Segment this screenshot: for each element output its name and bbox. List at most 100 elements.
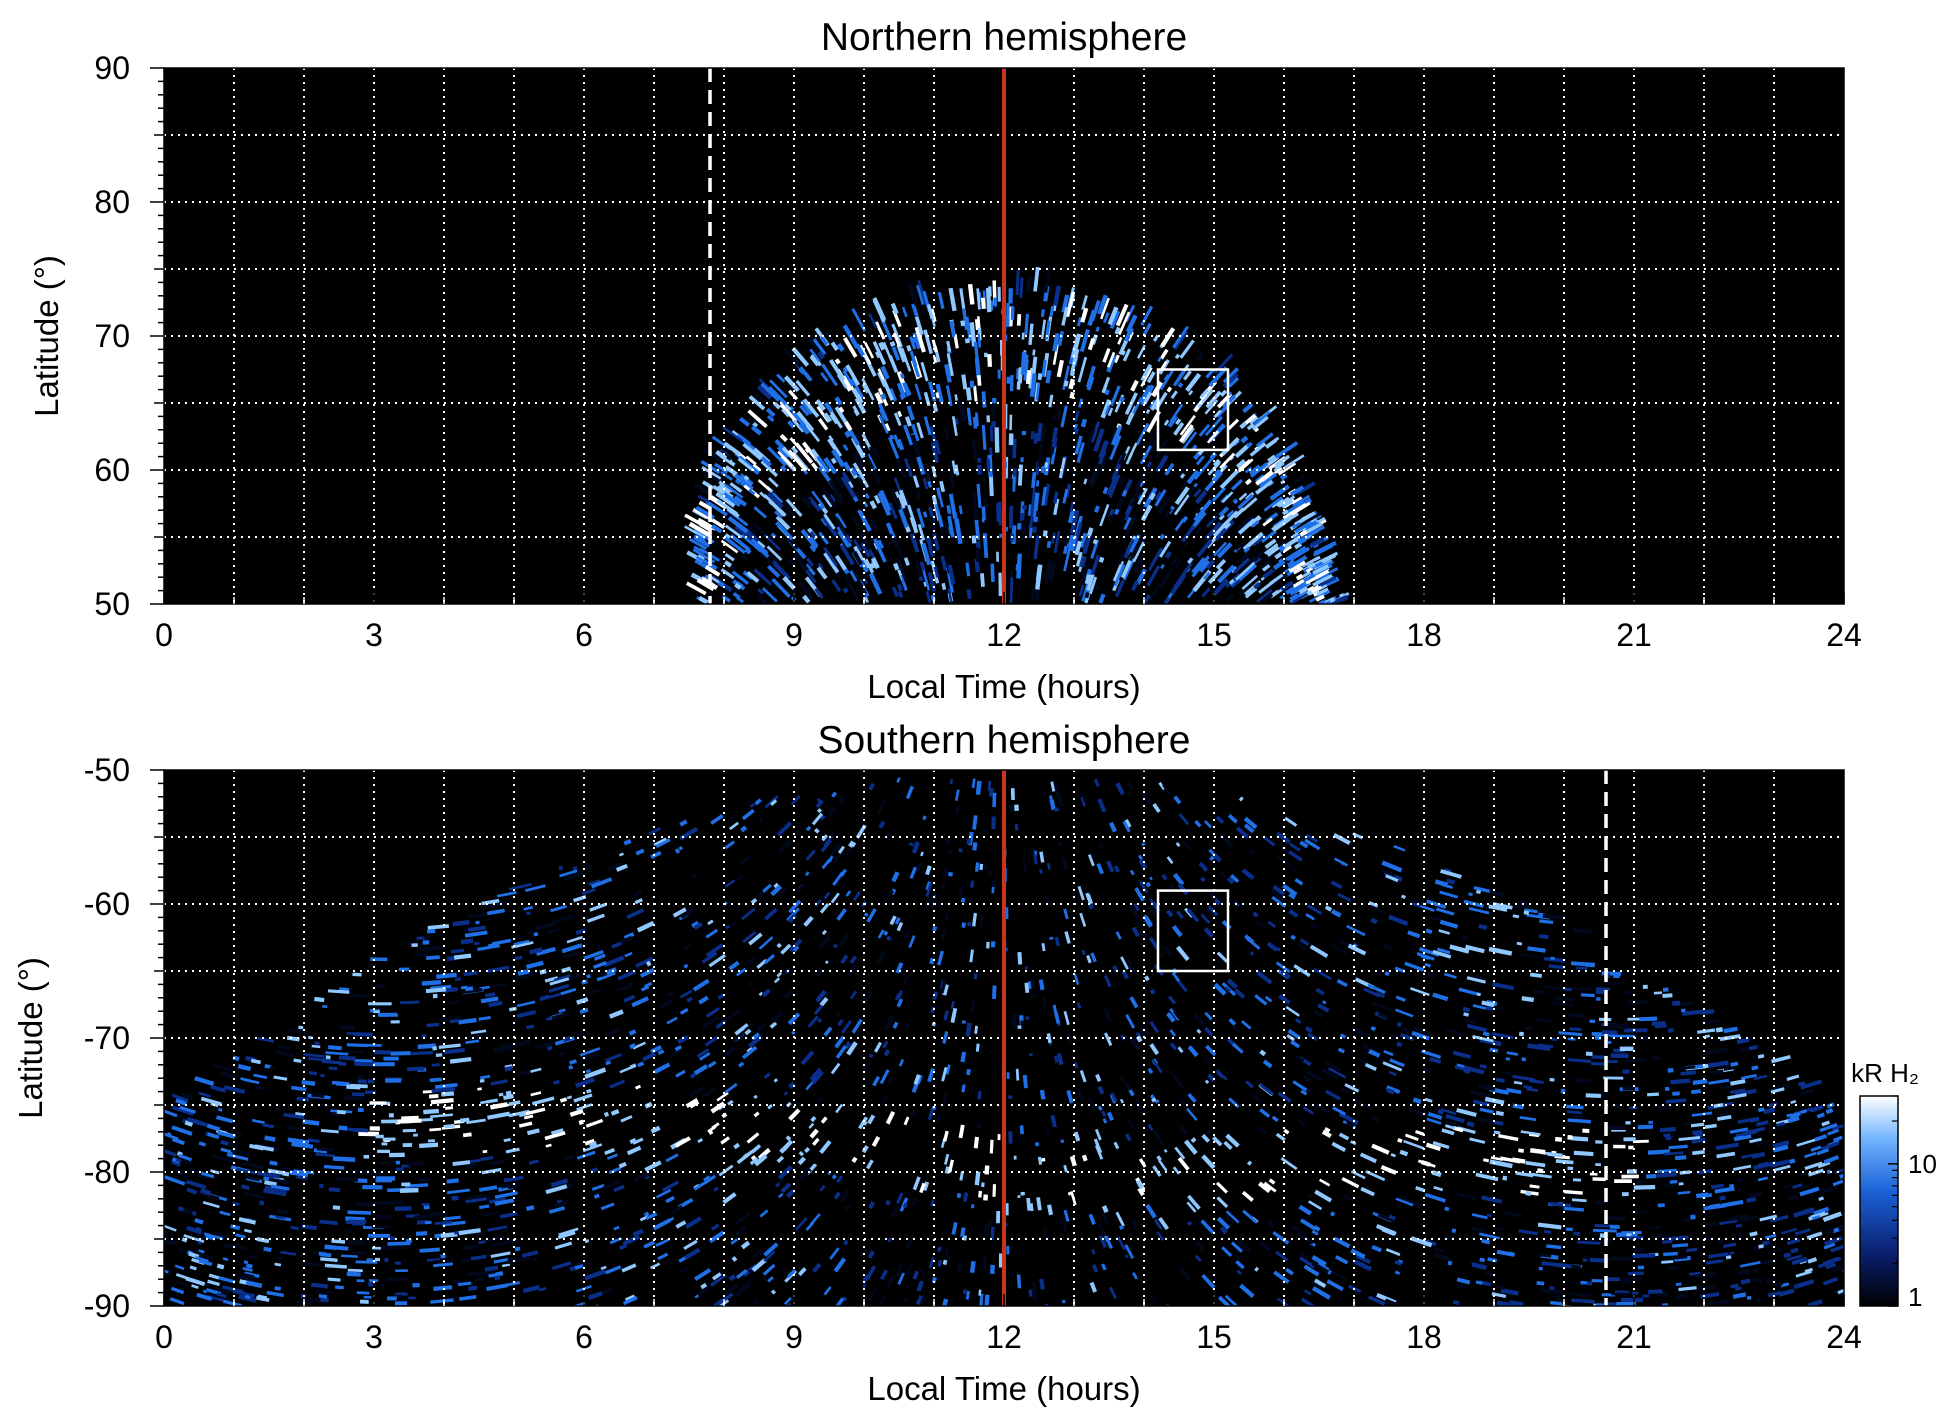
emission-streak xyxy=(1788,1158,1796,1164)
emission-streak xyxy=(878,1293,887,1305)
emission-streak xyxy=(1295,528,1318,543)
emission-streak xyxy=(488,1000,503,1008)
emission-streak xyxy=(916,456,926,476)
emission-streak xyxy=(560,987,577,996)
emission-streak xyxy=(1503,1070,1516,1076)
emission-streak xyxy=(751,1258,767,1272)
emission-streak xyxy=(1139,445,1153,465)
emission-streak xyxy=(295,1112,305,1116)
emission-streak xyxy=(831,791,838,798)
emission-streak xyxy=(748,932,763,946)
emission-streak xyxy=(1314,1189,1333,1203)
emission-streak xyxy=(331,1239,346,1244)
emission-streak xyxy=(774,821,790,837)
emission-streak xyxy=(1153,334,1160,342)
emission-streak xyxy=(1173,494,1190,516)
emission-streak xyxy=(1073,1131,1081,1142)
emission-streak xyxy=(1305,522,1323,534)
emission-streak xyxy=(972,815,978,830)
emission-streak xyxy=(164,1229,165,1232)
emission-streak xyxy=(861,1145,869,1154)
emission-streak xyxy=(1786,1254,1803,1262)
emission-streak xyxy=(242,1267,253,1272)
emission-streak xyxy=(1180,513,1186,519)
emission-streak xyxy=(164,1236,179,1246)
emission-streak xyxy=(1304,1025,1314,1034)
emission-streak xyxy=(1458,987,1478,996)
emission-streak xyxy=(1396,1041,1403,1048)
emission-streak xyxy=(1271,498,1284,509)
emission-streak xyxy=(989,425,994,442)
emission-streak xyxy=(1415,1130,1425,1136)
emission-streak xyxy=(800,399,814,415)
emission-streak xyxy=(1633,1184,1656,1190)
emission-streak xyxy=(1092,539,1098,545)
emission-streak xyxy=(983,1223,990,1237)
emission-streak xyxy=(1381,869,1396,877)
emission-streak xyxy=(1333,833,1351,845)
emission-streak xyxy=(1708,1078,1730,1085)
emission-streak xyxy=(1254,1266,1260,1272)
emission-streak xyxy=(1078,584,1085,597)
emission-streak xyxy=(1305,569,1330,585)
emission-streak xyxy=(828,358,846,382)
emission-streak xyxy=(494,1191,518,1199)
emission-streak xyxy=(311,1092,325,1099)
emission-streak xyxy=(1120,1034,1125,1041)
emission-streak xyxy=(1115,303,1129,327)
emission-streak xyxy=(1426,972,1436,979)
emission-streak xyxy=(753,506,767,519)
emission-streak xyxy=(980,1043,984,1055)
emission-streak xyxy=(1243,546,1251,554)
emission-streak xyxy=(966,837,972,845)
emission-streak xyxy=(1101,440,1110,453)
emission-streak xyxy=(463,970,478,977)
emission-streak xyxy=(805,849,816,861)
emission-streak xyxy=(971,437,978,461)
emission-streak xyxy=(465,1193,490,1201)
emission-streak xyxy=(1649,1225,1663,1230)
emission-streak xyxy=(819,503,826,510)
emission-streak xyxy=(465,1162,478,1169)
emission-streak xyxy=(1173,1010,1181,1020)
emission-streak xyxy=(1772,1140,1790,1149)
emission-streak xyxy=(1330,909,1342,918)
emission-streak xyxy=(1098,1223,1106,1237)
emission-streak xyxy=(1253,582,1261,590)
emission-streak xyxy=(1186,1201,1197,1213)
emission-streak xyxy=(1727,1093,1747,1100)
emission-streak xyxy=(1038,979,1045,991)
emission-streak xyxy=(911,423,920,442)
emission-streak xyxy=(1304,838,1321,851)
emission-streak xyxy=(578,1119,584,1126)
emission-streak xyxy=(1191,555,1210,578)
emission-streak xyxy=(1015,269,1020,296)
emission-streak xyxy=(708,953,726,968)
emission-streak xyxy=(893,477,902,491)
emission-streak xyxy=(451,1195,459,1201)
emission-streak xyxy=(429,1127,442,1132)
emission-streak xyxy=(1041,943,1046,952)
emission-streak xyxy=(1098,1235,1107,1248)
emission-streak xyxy=(1063,1209,1070,1222)
emission-streak xyxy=(1254,479,1274,495)
emission-streak xyxy=(1266,548,1281,561)
emission-streak xyxy=(1786,1238,1801,1246)
emission-streak xyxy=(1429,1056,1442,1064)
emission-streak xyxy=(1061,306,1069,326)
emission-streak xyxy=(195,1256,209,1263)
emission-streak xyxy=(1670,1078,1691,1085)
emission-streak xyxy=(697,1138,704,1144)
emission-streak xyxy=(890,302,899,315)
emission-streak xyxy=(1830,1244,1844,1253)
emission-streak xyxy=(1669,1179,1678,1184)
emission-streak xyxy=(1027,504,1032,516)
emission-streak xyxy=(444,1106,454,1110)
emission-streak xyxy=(523,1107,546,1116)
emission-streak xyxy=(518,1111,527,1118)
emission-streak xyxy=(485,901,507,909)
emission-streak xyxy=(1435,907,1455,916)
emission-streak xyxy=(1466,1194,1475,1200)
emission-streak xyxy=(1216,542,1233,559)
emission-streak xyxy=(851,1156,858,1164)
